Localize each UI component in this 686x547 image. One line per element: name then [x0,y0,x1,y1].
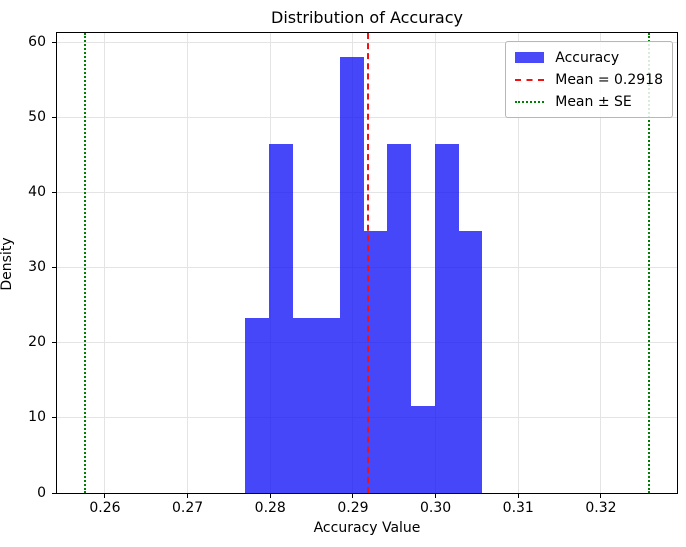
histogram-bar [363,231,388,493]
histogram-bar [387,143,412,493]
y-tick-label: 0 [37,484,46,501]
x-gridline [104,33,106,493]
y-tick-mark [52,116,56,118]
x-gridline [517,33,519,493]
legend-entry: Mean ± SE [515,93,663,110]
x-axis-label: Accuracy Value [313,520,421,536]
y-tick-mark [52,41,56,43]
legend-label: Mean = 0.2918 [555,71,663,88]
y-tick-label: 20 [28,334,46,351]
plot-area: 0.26 0.27 0.28 0.29 0.30 0.31 0.32 0 10 20 30 40 50 6… [28,32,678,516]
histogram-bar [339,56,364,493]
y-tick-label: 10 [28,409,46,426]
histogram-bar [411,405,435,493]
x-gridline [187,33,189,493]
x-tick-mark [269,494,271,498]
mean-minus-se-line [84,33,87,493]
legend-entry: Accuracy [515,49,663,66]
x-tick-label: 0.31 [502,500,534,516]
legend-dotted-line-swatch [515,100,545,103]
x-tick-label: 0.26 [89,500,121,516]
y-tick-mark [52,492,56,494]
histogram-bar [245,318,269,493]
x-tick-label: 0.29 [337,500,369,516]
x-tick-mark [600,494,602,498]
y-tick-mark [52,417,56,419]
x-tick-label: 0.32 [585,500,617,516]
legend-dashed-line-swatch [515,78,545,81]
legend-label: Accuracy [555,49,620,66]
legend-patch-swatch [515,52,545,63]
y-tick-label: 50 [28,108,46,125]
y-tick-mark [52,191,56,193]
mean-plus-se-line [647,33,650,493]
histogram-bar [434,143,459,493]
x-tick-label: 0.27 [172,500,204,516]
x-tick-mark [352,494,354,498]
y-tick-label: 30 [28,259,46,275]
histogram-bar [268,143,293,493]
legend-label: Mean ± SE [555,93,632,110]
y-tick-label: 40 [28,183,46,200]
y-tick-label: 60 [28,33,46,50]
x-tick-label: 0.28 [254,500,286,516]
histogram-bar [316,318,340,493]
chart-title: Distribution of Accuracy [271,8,463,27]
legend: Accuracy Mean = 0.2918 Mean ± SE [505,41,673,118]
x-gridline [600,33,602,493]
mean-line [366,33,369,493]
legend-entry: Mean = 0.2918 [515,71,663,88]
y-tick-mark [52,342,56,344]
y-tick-mark [52,267,56,268]
histogram-bar [292,318,317,493]
histogram-bar [458,231,483,493]
x-tick-label: 0.30 [420,500,452,516]
x-tick-mark [435,494,437,498]
x-tick-mark [187,494,189,498]
x-tick-mark [517,494,519,498]
x-tick-mark [104,494,106,498]
